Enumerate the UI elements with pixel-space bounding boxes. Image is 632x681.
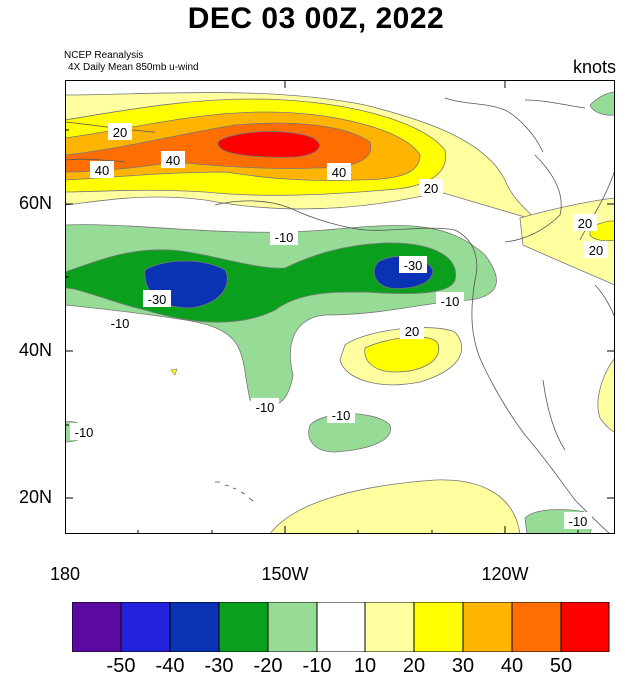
map-plot-area: 20 40 40 40 20 20 20 -10 -30 -30 -10 -10…: [65, 80, 615, 534]
colorbar-label: -50: [106, 655, 136, 677]
south-20-region: [269, 479, 521, 534]
svg-text:20: 20: [405, 324, 419, 339]
svg-text:-10: -10: [441, 294, 460, 309]
colorbar-swatch: [120, 602, 171, 652]
colorbar-swatch: [560, 602, 610, 652]
colorbar-label: 50: [549, 655, 573, 677]
contour-label: 40: [90, 161, 114, 178]
tiny-yellow-dot: [170, 368, 178, 376]
lon-label-150w: 150W: [261, 564, 309, 584]
svg-text:-10: -10: [111, 316, 130, 331]
svg-text:40: 40: [332, 165, 346, 180]
colorbar-label: -40: [155, 655, 185, 677]
contour-label: -10: [70, 423, 98, 440]
colorbar-label: 10: [353, 655, 377, 677]
lat-label-40n: 40N: [18, 340, 52, 360]
contour-label: 20: [573, 214, 597, 231]
svg-text:20: 20: [589, 243, 603, 258]
svg-text:-10: -10: [275, 230, 294, 245]
colorbar-label: -30: [204, 655, 234, 677]
colorbar-swatch: [72, 602, 122, 652]
contour-label: 20: [108, 123, 132, 140]
svg-text:-10: -10: [332, 408, 351, 423]
contour-map: 20 40 40 40 20 20 20 -10 -30 -30 -10 -10…: [65, 80, 615, 534]
lat-label-20n: 20N: [18, 487, 52, 507]
contour-label: 40: [327, 163, 351, 180]
svg-text:20: 20: [424, 181, 438, 196]
colorbar-label: -10: [302, 655, 332, 677]
hawaii-islands: [215, 481, 254, 502]
colorbar-label: 40: [500, 655, 524, 677]
lon-label-180: 180: [49, 564, 81, 584]
lat-label-60n: 60N: [18, 193, 52, 213]
svg-text:20: 20: [113, 125, 127, 140]
variable-label: 4X Daily Mean 850mb u-wind: [68, 62, 199, 73]
contour-label: -10: [436, 292, 464, 309]
colorbar-swatch: [218, 602, 269, 652]
units-label: knots: [572, 57, 616, 77]
svg-text:-10: -10: [75, 425, 94, 440]
contour-label: -10: [251, 398, 279, 415]
contour-label: 40: [161, 151, 185, 168]
colorbar-label: -20: [253, 655, 283, 677]
svg-text:-10: -10: [569, 514, 588, 529]
jet-core-region: [217, 131, 320, 158]
svg-text:-30: -30: [148, 292, 167, 307]
contour-label: -10: [564, 512, 592, 529]
map-title: DEC 03 00Z, 2022: [187, 2, 445, 35]
source-label: NCEP Reanalysis: [64, 50, 144, 61]
colorbar-swatch: [316, 602, 366, 652]
svg-text:40: 40: [166, 153, 180, 168]
contour-label: 20: [400, 322, 424, 339]
contour-label: -10: [270, 228, 298, 245]
svg-text:-30: -30: [404, 258, 423, 273]
coastlines: [65, 97, 615, 534]
ne-green-corner: [589, 91, 615, 116]
contour-label: 20: [584, 241, 608, 258]
lon-label-120w: 120W: [481, 564, 529, 584]
colorbar-swatch: [169, 602, 220, 652]
colorbar-swatch: [364, 602, 415, 652]
contour-labels: 20 40 40 40 20 20 20 -10 -30 -30 -10 -10…: [70, 123, 608, 529]
colorbar-swatch: [413, 602, 464, 652]
svg-text:20: 20: [578, 216, 592, 231]
colorbar-swatch: [511, 602, 562, 652]
colorbar-label: 20: [402, 655, 426, 677]
contour-label: -10: [327, 406, 355, 423]
colorbar-label: 30: [451, 655, 475, 677]
contour-label: -10: [106, 314, 134, 331]
contour-label: -30: [143, 290, 171, 307]
svg-text:-10: -10: [256, 400, 275, 415]
colorbar-swatch: [267, 602, 318, 652]
contour-label: -30: [399, 256, 427, 273]
east-20-region: [597, 357, 615, 433]
colorbar: [72, 602, 610, 652]
svg-text:40: 40: [95, 163, 109, 178]
contour-label: 20: [419, 179, 443, 196]
colorbar-swatch: [462, 602, 513, 652]
